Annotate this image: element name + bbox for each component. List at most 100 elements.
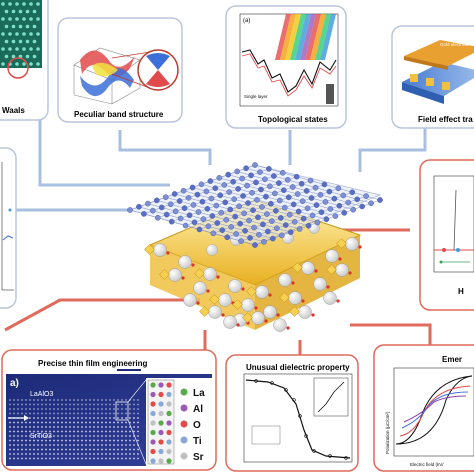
top-layer-atom: [359, 203, 365, 210]
top-layer-atom: [186, 212, 193, 219]
vdw-lattice-dot: [1, 32, 5, 36]
vdw-lattice-dot: [18, 9, 23, 14]
vdw-lattice-dot: [8, 47, 12, 51]
top-layer-atom: [277, 215, 284, 221]
vdw-lattice-dot: [29, 47, 33, 51]
top-layer-atom: [295, 208, 302, 215]
film-atom-column: [77, 444, 79, 446]
top-layer-atom: [231, 196, 237, 202]
film-atom-column: [57, 430, 59, 433]
vdw-lattice-dot: [22, 62, 26, 66]
film-atom-column: [121, 439, 123, 442]
vdw-lattice-dot: [36, 2, 40, 6]
film-atom-column: [17, 448, 19, 451]
film-atom-column: [9, 412, 11, 415]
film-atom-column: [65, 457, 67, 460]
film-atom-column: [137, 435, 139, 437]
top-layer-atom: [308, 195, 315, 201]
vdw-lattice-dot: [22, 47, 26, 51]
top-layer-atom: [258, 186, 264, 193]
film-atom-column: [69, 426, 71, 428]
film-atom-column: [97, 448, 99, 451]
vdw-lattice-dot: [11, 24, 16, 29]
film-atom-column: [109, 412, 111, 415]
connector-left-low: [4, 298, 200, 332]
vdw-lattice-dot: [15, 32, 19, 36]
substrate-atom: [301, 261, 315, 275]
film-atom-column: [73, 403, 75, 406]
film-atom-column: [89, 408, 91, 410]
film-atom-column: [113, 453, 115, 455]
film-atom-column: [125, 435, 127, 437]
top-layer-atom: [217, 192, 224, 199]
substrate-atom: [325, 249, 339, 263]
connector-emergent: [350, 323, 432, 345]
top-layer-atom: [176, 198, 183, 204]
film-atom-column: [101, 457, 103, 460]
top-layer-atom: [213, 202, 220, 209]
film-atom-column: [105, 448, 107, 451]
model-atom: [150, 391, 156, 398]
film-atom-column: [85, 426, 87, 428]
substrate-atom: [323, 291, 337, 305]
panel-label-van-der-waals: Waals: [2, 106, 25, 115]
film-atom-column: [57, 417, 59, 419]
film-atom-column: [117, 457, 119, 460]
top-layer-atom: [321, 181, 328, 188]
top-layer-atom: [210, 230, 217, 237]
film-atom-column: [113, 399, 115, 401]
film-atom-column: [69, 439, 71, 442]
film-atom-column: [125, 399, 127, 401]
film-atom-column: [81, 444, 83, 446]
top-layer-atom: [177, 215, 184, 222]
film-atom-column: [29, 457, 31, 460]
model-atom: [166, 391, 172, 398]
film-atom-column: [81, 453, 83, 455]
film-atom-column: [49, 444, 51, 446]
top-layer-atom: [309, 212, 316, 219]
film-atom-column: [33, 444, 35, 446]
film-atom-column: [109, 439, 111, 442]
film-atom-column: [101, 399, 103, 401]
legend-swatch: [180, 420, 188, 428]
film-atom-column: [37, 412, 39, 415]
connector-band-structure: [118, 130, 212, 165]
model-atom: [158, 420, 164, 426]
top-layer-atom: [274, 225, 280, 232]
film-atom-column: [45, 421, 47, 424]
film-atom-column: [129, 453, 131, 455]
top-layer-atom: [336, 202, 343, 209]
film-atom-column: [89, 426, 91, 428]
film-atom-column: [69, 412, 71, 415]
film-atom-column: [69, 444, 71, 446]
top-layer-atom: [264, 211, 270, 217]
panel-label-topological: Topological states: [258, 115, 328, 124]
topo-sublabel-single: Single layer: [244, 94, 268, 99]
film-atom-column: [13, 430, 15, 433]
film-atom-column: [49, 453, 51, 455]
film-atom-column: [61, 444, 63, 446]
film-atom-column: [113, 435, 115, 437]
film-atom-column: [97, 453, 99, 455]
film-atom-column: [137, 457, 139, 460]
vdw-lattice-dot: [18, 24, 23, 29]
film-atom-column: [61, 457, 63, 460]
top-layer-atom: [219, 227, 226, 233]
panel-emergent: [373, 344, 474, 472]
film-atom-column: [133, 399, 135, 401]
film-atom-column: [53, 417, 55, 419]
film-atom-column: [77, 403, 79, 406]
film-atom-column: [109, 417, 111, 419]
top-layer-atom: [246, 217, 252, 224]
top-layer-atom: [195, 209, 202, 215]
film-atom-column: [45, 408, 47, 410]
thin-film-layer-bottom: SrTiO3: [30, 433, 52, 440]
film-atom-column: [65, 435, 67, 437]
film-atom-column: [57, 457, 59, 460]
top-layer-atom: [313, 202, 320, 208]
film-atom-column: [97, 399, 99, 401]
legend-label: La: [193, 388, 205, 399]
top-layer-atom: [205, 223, 212, 230]
film-atom-column: [9, 408, 11, 410]
dielectric-point: [298, 414, 302, 418]
